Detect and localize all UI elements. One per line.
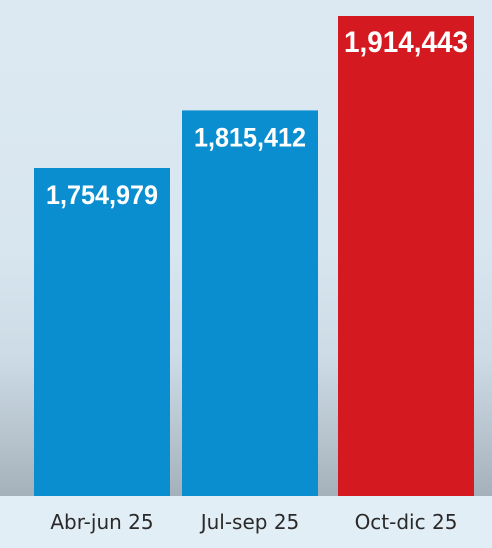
x-axis-label-strip — [0, 496, 492, 548]
bar-value-label-3: 1,914,443 — [344, 26, 468, 59]
bar-value-label-1: 1,754,979 — [46, 180, 158, 210]
bar-1 — [34, 168, 170, 496]
category-label-2: Jul-sep 25 — [199, 510, 300, 534]
bars-group — [34, 16, 474, 496]
bar-3 — [338, 16, 474, 496]
category-label-3: Oct-dic 25 — [355, 510, 458, 534]
bar-2 — [182, 110, 318, 496]
bar-value-label-2: 1,815,412 — [194, 122, 306, 152]
value-labels-group: 1,754,979 1,815,412 1,914,443 — [46, 26, 468, 210]
category-labels-group: Abr-jun 25 Jul-sep 25 Oct-dic 25 — [50, 510, 457, 534]
category-label-1: Abr-jun 25 — [50, 510, 153, 534]
